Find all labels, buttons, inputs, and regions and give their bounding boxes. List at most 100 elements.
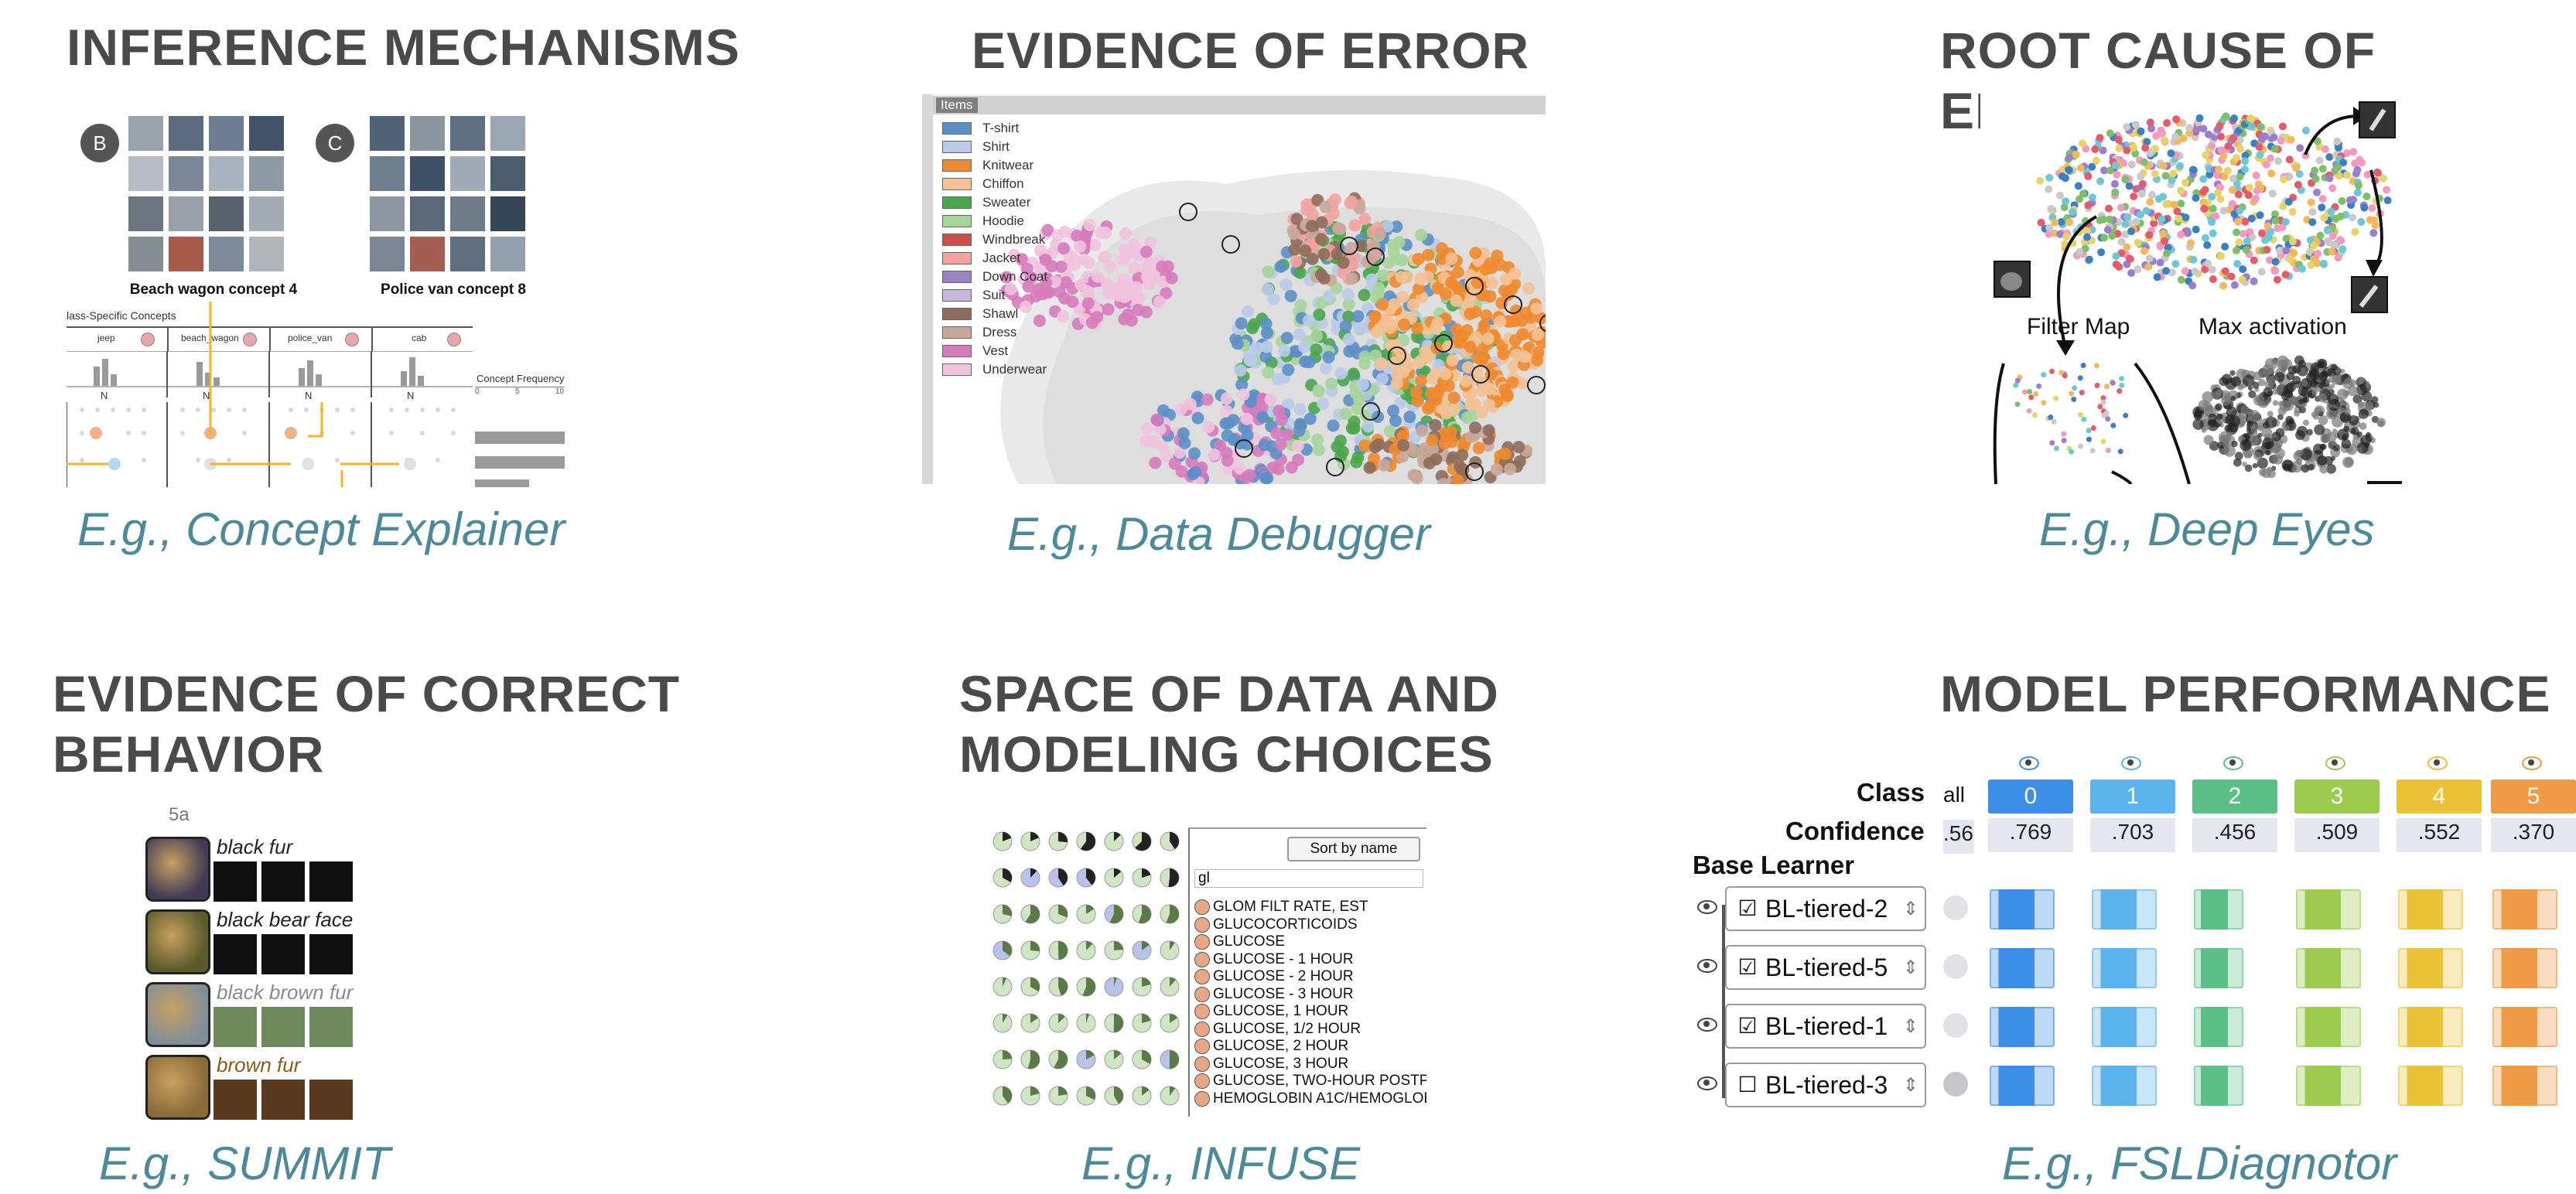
feature-list-item[interactable]: GLUCOSE - 2 HOUR xyxy=(1194,968,1426,986)
learner-checkbox[interactable]: ☐ xyxy=(1737,1073,1758,1097)
learner-visibility-eye-icon[interactable] xyxy=(1697,959,1717,973)
scatter-point xyxy=(1372,438,1385,451)
class-header-cell[interactable]: 3 xyxy=(2294,780,2380,814)
learner-class-bar[interactable] xyxy=(2492,948,2557,988)
legend-item[interactable]: Hoodie xyxy=(942,212,1112,230)
learner-class-bar[interactable] xyxy=(2194,1007,2243,1047)
learner-class-bar[interactable] xyxy=(1990,1007,2055,1047)
summit-row[interactable]: black fur xyxy=(124,832,371,902)
visibility-eye-icon[interactable] xyxy=(2121,756,2141,770)
base-learner-selector[interactable]: ☑ BL-tiered-5 ⇕ xyxy=(1725,945,1926,990)
max-activation-pixel xyxy=(2274,371,2285,382)
scatter-point xyxy=(1348,421,1361,435)
feature-list-item[interactable]: GLUCOSE - 1 HOUR xyxy=(1194,951,1426,969)
summit-row[interactable]: black bear face xyxy=(124,905,371,974)
max-activation-pixel xyxy=(2326,408,2338,420)
feature-list-item[interactable]: GLUCOSE, TWO-HOUR POSTPF xyxy=(1194,1073,1426,1090)
legend-item[interactable]: Underwear xyxy=(942,360,1112,379)
highlighted-point xyxy=(1366,247,1385,266)
feature-glyph-wedge xyxy=(1003,941,1012,957)
base-learner-selector[interactable]: ☑ BL-tiered-1 ⇕ xyxy=(1725,1004,1926,1049)
legend-item[interactable]: T-shirt xyxy=(942,119,1112,138)
learner-class-bar[interactable] xyxy=(2092,1066,2157,1106)
scatter-point xyxy=(1083,218,1096,231)
max-activation-pixel xyxy=(2352,394,2362,404)
legend-item[interactable]: Suit xyxy=(942,286,1112,305)
legend-item[interactable]: Shirt xyxy=(942,138,1112,156)
legend-item[interactable]: Vest xyxy=(942,342,1112,360)
embedding-point xyxy=(2327,207,2335,216)
learner-class-bar[interactable] xyxy=(1990,1066,2055,1106)
feature-list-item[interactable]: GLUCOSE, 1/2 HOUR xyxy=(1194,1021,1426,1039)
feature-list-item[interactable]: HEMOGLOBIN A1C/HEMOGLOE xyxy=(1194,1090,1426,1108)
feature-glyph-matrix xyxy=(992,831,1180,1106)
learner-visibility-eye-icon[interactable] xyxy=(1697,1018,1717,1032)
learner-class-bar[interactable] xyxy=(1990,948,2055,988)
learner-class-bar[interactable] xyxy=(2092,889,2157,930)
feature-list-item[interactable]: GLUCOCORTICOIDS xyxy=(1194,916,1426,934)
base-learner-selector[interactable]: ☑ BL-tiered-2 ⇕ xyxy=(1725,886,1926,931)
class-header-cell[interactable]: 1 xyxy=(2090,780,2175,814)
learner-class-bar[interactable] xyxy=(2398,889,2463,930)
search-input[interactable] xyxy=(1194,869,1423,888)
embedding-point xyxy=(2195,114,2204,122)
legend-item[interactable]: Shawl xyxy=(942,305,1112,323)
base-learner-selector[interactable]: ☐ BL-tiered-3 ⇕ xyxy=(1725,1063,1926,1107)
learner-class-bar[interactable] xyxy=(2296,948,2361,988)
learner-checkbox[interactable]: ☑ xyxy=(1737,896,1758,920)
spinner-arrows-icon[interactable]: ⇕ xyxy=(1902,1015,1918,1037)
visibility-eye-icon[interactable] xyxy=(2325,756,2345,770)
spinner-arrows-icon[interactable]: ⇕ xyxy=(1902,1074,1918,1096)
spinner-arrows-icon[interactable]: ⇕ xyxy=(1902,957,1918,978)
feature-glyph-wedge xyxy=(1030,1087,1040,1096)
legend-item[interactable]: Dress xyxy=(942,323,1112,342)
learner-checkbox[interactable]: ☑ xyxy=(1737,955,1758,979)
learner-class-bar[interactable] xyxy=(2194,1066,2243,1106)
feature-list-item[interactable]: GLUCOSE xyxy=(1194,933,1426,951)
learner-visibility-eye-icon[interactable] xyxy=(1697,1076,1717,1090)
sort-by-name-button[interactable]: Sort by name xyxy=(1287,837,1420,861)
embedding-point xyxy=(2204,259,2212,268)
learner-class-bar[interactable] xyxy=(2492,889,2557,930)
visibility-eye-icon[interactable] xyxy=(2019,756,2039,770)
feature-list-item[interactable]: GLUCOSE, 1 HOUR xyxy=(1194,1003,1426,1021)
learner-checkbox[interactable]: ☑ xyxy=(1737,1014,1758,1038)
summit-row[interactable]: black brown fur xyxy=(124,977,371,1047)
learner-class-bar[interactable] xyxy=(2092,1007,2157,1047)
legend-item[interactable]: Down Coat xyxy=(942,268,1112,286)
learner-class-bar[interactable] xyxy=(2492,1066,2557,1106)
feature-list-item[interactable]: GLOM FILT RATE, EST xyxy=(1194,899,1426,916)
feature-list-item[interactable]: GLUCOSE - 3 HOUR xyxy=(1194,986,1426,1004)
learner-class-bar[interactable] xyxy=(2296,1066,2361,1106)
learner-visibility-eye-icon[interactable] xyxy=(1697,900,1717,914)
class-header-cell[interactable]: 4 xyxy=(2397,780,2482,814)
class-header-cell[interactable]: 0 xyxy=(1988,780,2073,814)
learner-class-bar[interactable] xyxy=(2194,948,2243,988)
learner-class-bar[interactable] xyxy=(2398,948,2463,988)
legend-item[interactable]: Windbreak xyxy=(942,230,1112,249)
learner-class-bar[interactable] xyxy=(2398,1066,2463,1106)
class-header-cell[interactable]: 5 xyxy=(2491,780,2576,814)
feature-list-item[interactable]: GLUCOSE, 3 HOUR xyxy=(1194,1056,1426,1073)
learner-class-bar[interactable] xyxy=(2296,889,2361,930)
visibility-eye-icon[interactable] xyxy=(2522,756,2542,770)
embedding-point xyxy=(2383,196,2392,205)
feature-list-item[interactable]: GLUCOSE, 2 HOUR xyxy=(1194,1038,1426,1056)
spinner-arrows-icon[interactable]: ⇕ xyxy=(1902,898,1918,919)
legend-item[interactable]: Chiffon xyxy=(942,175,1112,193)
legend-item[interactable]: Sweater xyxy=(942,193,1112,212)
legend-item[interactable]: Knitwear xyxy=(942,156,1112,175)
legend-item[interactable]: Jacket xyxy=(942,249,1112,268)
class-header-cell[interactable]: 2 xyxy=(2192,780,2277,814)
visibility-eye-icon[interactable] xyxy=(2223,756,2243,770)
scatter-point xyxy=(1242,305,1254,318)
visibility-eye-icon[interactable] xyxy=(2427,756,2448,770)
learner-class-bar[interactable] xyxy=(2296,1007,2361,1047)
learner-class-bar[interactable] xyxy=(2092,948,2157,988)
learner-class-bar[interactable] xyxy=(1990,889,2055,930)
summit-row[interactable]: brown fur xyxy=(124,1050,371,1120)
learner-class-bar[interactable] xyxy=(2492,1007,2557,1047)
highlighted-point xyxy=(1471,365,1490,384)
learner-class-bar[interactable] xyxy=(2398,1007,2463,1047)
learner-class-bar[interactable] xyxy=(2194,889,2243,930)
